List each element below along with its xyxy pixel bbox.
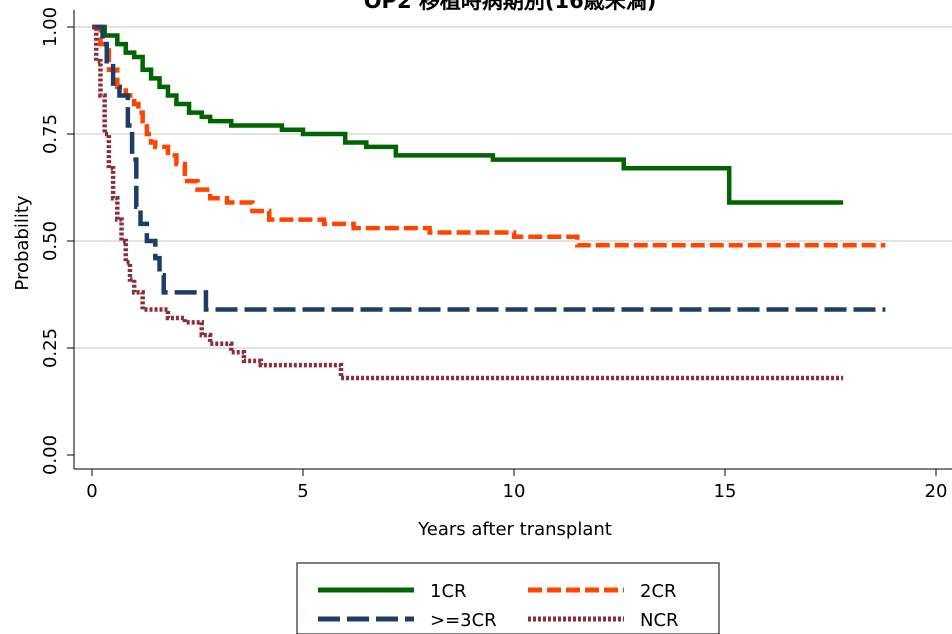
y-axis-title: Probability	[12, 195, 33, 290]
legend-box	[296, 562, 720, 634]
legend-label: NCR	[640, 610, 679, 631]
x-tick-label: 10	[503, 481, 526, 502]
y-gridlines	[74, 26, 952, 349]
y-tick-label: 0.25	[40, 328, 61, 368]
series-layer	[92, 24, 886, 381]
axes	[73, 10, 952, 470]
y-tick-label: 0.50	[40, 221, 61, 261]
x-tick-label: 20	[925, 481, 948, 502]
x-axis-title: Years after transplant	[417, 519, 612, 540]
y-tick-label: 0.75	[40, 114, 61, 154]
x-tick-label: 5	[297, 481, 308, 502]
series-line-3cr	[92, 24, 886, 312]
y-tick-label: 1.00	[40, 7, 61, 47]
series-line-ncr	[92, 24, 844, 381]
x-axis-ticks: 0 5 10 15 20	[86, 469, 947, 502]
y-axis-ticks: 0.00 0.25 0.50 0.75 1.00	[40, 7, 74, 475]
x-tick-label: 15	[714, 481, 737, 502]
chart-title: OP2 移植時病期別(16歳未満)	[364, 0, 657, 13]
x-tick-label: 0	[86, 481, 97, 502]
legend-label: >=3CR	[430, 610, 497, 631]
legend: 1CR 2CR >=3CR NCR	[296, 562, 720, 634]
series-line-1cr	[92, 24, 844, 205]
y-tick-label: 0.00	[40, 435, 61, 475]
legend-label: 2CR	[640, 581, 677, 602]
legend-label: 1CR	[430, 581, 467, 602]
